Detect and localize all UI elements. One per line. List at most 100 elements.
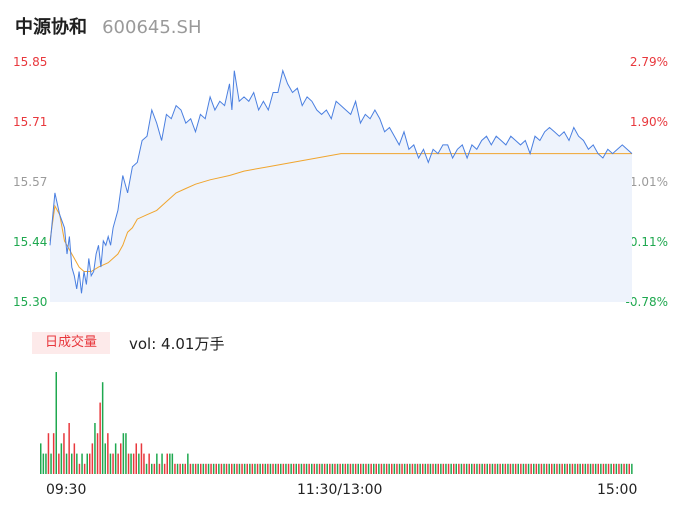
volume-bar <box>422 463 424 474</box>
volume-bar <box>158 463 161 474</box>
volume-bar <box>533 463 535 474</box>
stock-name: 中源协和 <box>15 17 87 38</box>
volume-bar <box>419 463 421 474</box>
volume-bar <box>184 463 186 474</box>
volume-bar <box>373 463 375 474</box>
volume-bar <box>316 463 318 474</box>
volume-bar <box>233 463 236 474</box>
volume-bar <box>225 463 228 474</box>
volume-bar <box>323 463 326 474</box>
volume-bar <box>254 463 256 474</box>
volume-bar <box>553 463 556 474</box>
volume-bar <box>285 463 287 474</box>
volume-bar <box>277 463 279 474</box>
volume-bar <box>571 463 574 474</box>
volume-bar <box>453 463 455 474</box>
y-left-label-2: 15.71 <box>13 115 48 129</box>
volume-bar <box>628 463 630 474</box>
volume-bar <box>360 463 362 474</box>
volume-bar <box>179 463 181 474</box>
volume-bar <box>182 463 184 474</box>
volume-bar <box>197 463 199 474</box>
volume-bar <box>60 443 63 474</box>
volume-bar <box>458 463 460 474</box>
volume-bar <box>434 463 437 474</box>
volume-bar <box>86 453 88 474</box>
volume-bar <box>535 463 538 474</box>
volume-bar <box>231 463 233 474</box>
volume-bar <box>156 453 158 474</box>
volume-bar <box>564 463 566 474</box>
volume-bar <box>125 433 127 474</box>
volume-bar <box>561 463 563 474</box>
volume-bar <box>362 463 365 474</box>
volume-bar <box>393 463 396 474</box>
daily-volume-tab[interactable]: 日成交量 <box>32 332 110 354</box>
volume-bar <box>331 463 334 474</box>
volume-bar <box>71 453 73 474</box>
volume-bar <box>471 463 473 474</box>
volume-bar <box>440 463 442 474</box>
time-label-close: 15:00 <box>597 482 638 498</box>
volume-bar <box>589 463 592 474</box>
volume-summary: vol: 4.01万手 <box>129 335 225 353</box>
volume-bar <box>249 463 251 474</box>
time-label-break: 11:30/13:00 <box>297 482 383 498</box>
volume-bar <box>246 463 248 474</box>
volume-bar <box>496 463 499 474</box>
volume-bar <box>238 463 241 474</box>
volume-bar <box>631 463 633 474</box>
volume-bar <box>465 463 468 474</box>
volume-bar <box>548 463 550 474</box>
volume-bar <box>101 382 104 474</box>
volume-bar <box>352 463 354 474</box>
volume-bar <box>610 463 612 474</box>
price-line <box>49 68 633 294</box>
volume-bar <box>138 453 140 474</box>
volume-bar <box>107 433 109 474</box>
volume-bar <box>274 463 277 474</box>
volume-bar <box>63 433 65 474</box>
volume-bar <box>473 463 476 474</box>
volume-bar <box>135 443 137 474</box>
volume-bar <box>499 463 501 474</box>
stock-code: 600645.SH <box>102 17 202 38</box>
volume-bar <box>569 463 571 474</box>
volume-bar <box>509 463 512 474</box>
volume-bar <box>318 463 321 474</box>
volume-bar <box>502 463 504 474</box>
price-plot <box>49 68 633 302</box>
volume-bar <box>311 463 313 474</box>
volume-bar <box>525 463 527 474</box>
volume-bar <box>192 463 194 474</box>
volume-bar <box>169 453 171 474</box>
volume-bar <box>403 463 406 474</box>
volume-bar <box>187 453 189 474</box>
volume-bar <box>73 443 76 474</box>
volume-bar <box>623 463 625 474</box>
volume-bar <box>450 463 452 474</box>
volume-bar <box>556 463 558 474</box>
volume-bar <box>558 463 561 474</box>
volume-bar <box>269 463 272 474</box>
volume-bar <box>388 463 390 474</box>
volume-bar <box>161 453 163 474</box>
volume-bar <box>42 453 45 474</box>
volume-bar <box>145 463 148 474</box>
volume-bar <box>587 463 589 474</box>
volume-bar <box>378 463 380 474</box>
volume-bar <box>220 463 223 474</box>
volume-bar <box>163 463 166 474</box>
volume-bar <box>58 453 60 474</box>
volume-bar <box>55 372 57 474</box>
volume-bar <box>264 463 267 474</box>
volume-bar <box>543 463 545 474</box>
volume-bar <box>166 453 168 474</box>
volume-bar <box>91 443 94 474</box>
volume-bar <box>507 463 509 474</box>
volume-bar <box>282 463 285 474</box>
volume-bar <box>540 463 543 474</box>
volume-bar <box>210 463 212 474</box>
volume-bar <box>65 453 68 474</box>
volume-bar <box>336 463 339 474</box>
